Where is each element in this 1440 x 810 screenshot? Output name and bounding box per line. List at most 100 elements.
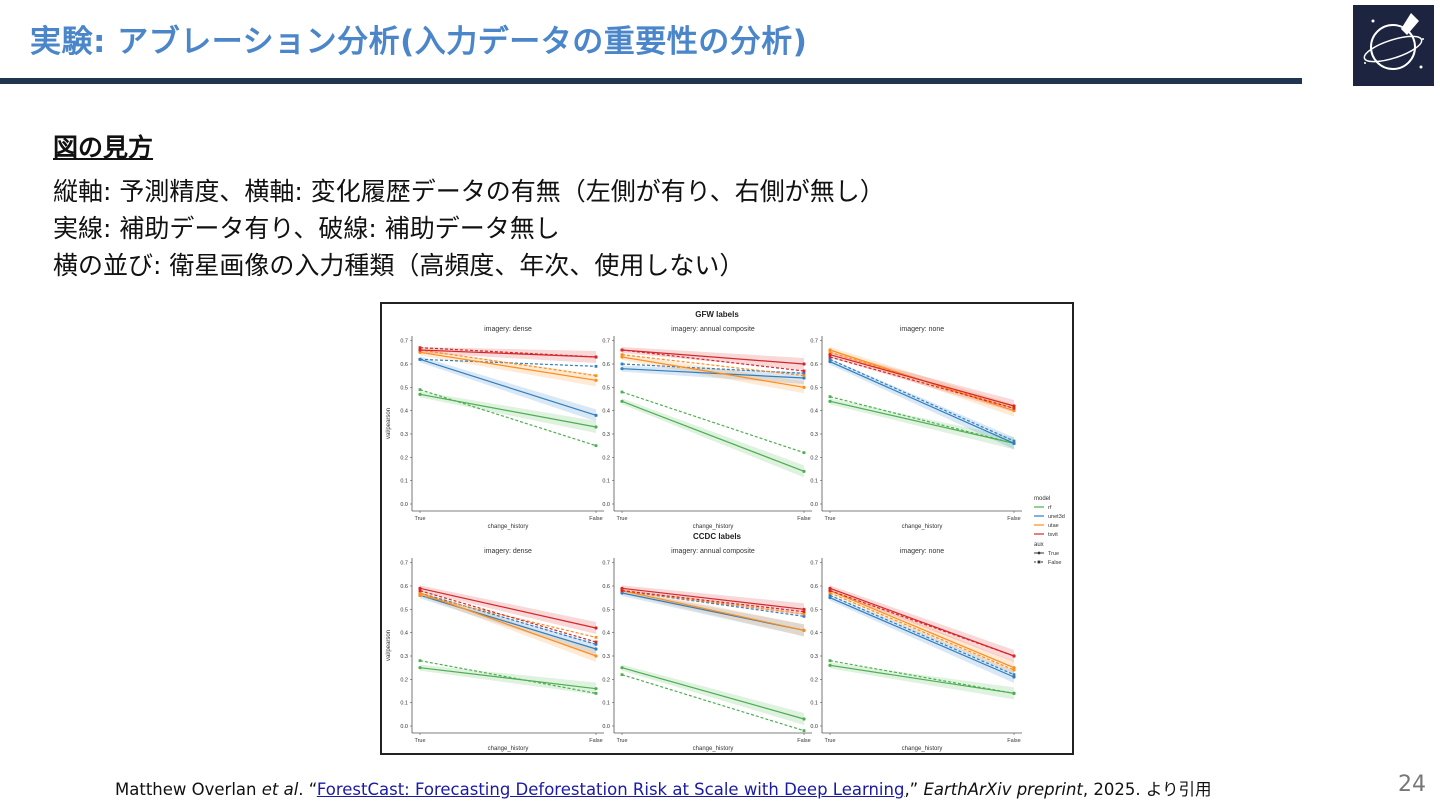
y-tick-label: 0.6 (810, 362, 818, 368)
point-rf (802, 729, 806, 733)
x-tick-label: True (616, 516, 627, 522)
legend-label-rf: rf (1048, 505, 1052, 511)
series-line-rf-aux-true (829, 664, 1015, 694)
y-tick-label: 0.6 (400, 362, 408, 368)
series-line-unet3d-aux-false (419, 592, 597, 645)
panel-title: imagery: annual composite (671, 548, 755, 555)
point-rf (418, 659, 422, 663)
y-tick-label: 0.5 (602, 607, 610, 613)
point-rf (828, 663, 832, 667)
y-tick-label: 0.1 (810, 479, 818, 485)
point-tsvit (828, 355, 832, 359)
y-tick-label: 0.5 (810, 607, 818, 613)
y-tick-label: 0.6 (810, 584, 818, 590)
point-unet3d (1012, 441, 1016, 445)
y-tick-label: 0.5 (810, 385, 818, 391)
x-tick-label: True (414, 516, 425, 522)
panel-title: imagery: annual composite (671, 326, 755, 333)
series-line-tsvit-aux-false (829, 356, 1015, 409)
point-tsvit (828, 586, 832, 590)
point-tsvit (594, 640, 598, 644)
point-rf (802, 451, 806, 455)
point-utae (828, 350, 832, 354)
point-rf (620, 390, 624, 394)
y-tick-label: 0.3 (400, 654, 408, 660)
series-line-rf-aux-false (829, 396, 1015, 444)
y-tick-label: 0.0 (400, 724, 408, 730)
citation-tail: , 2025. より引用 (1082, 780, 1212, 799)
y-tick-label: 0.2 (400, 677, 408, 683)
legend-model-title: model (1034, 496, 1050, 502)
ci-band-rf (420, 391, 596, 433)
point-utae (802, 612, 806, 616)
citation-journal: EarthArXiv preprint (923, 780, 1083, 799)
point-unet3d (1012, 439, 1016, 443)
x-axis-label: change_history (488, 524, 529, 530)
point-unet3d (594, 413, 598, 417)
point-utae (828, 591, 832, 595)
point-unet3d (620, 367, 624, 371)
point-unet3d (594, 364, 598, 368)
y-tick-label: 0.5 (602, 385, 610, 391)
point-rf (828, 659, 832, 663)
point-utae (620, 355, 624, 359)
point-utae (594, 378, 598, 382)
point-tsvit (418, 348, 422, 352)
point-unet3d (1012, 673, 1016, 677)
series-line-unet3d-aux-false (829, 594, 1015, 676)
x-tick-label: False (589, 738, 602, 744)
ci-band-rf (830, 398, 1014, 450)
series-line-tsvit-aux-false (621, 349, 805, 372)
point-tsvit (620, 348, 624, 352)
point-tsvit (620, 589, 624, 593)
y-tick-label: 0.6 (602, 584, 610, 590)
point-rf (802, 717, 806, 721)
panel-title: imagery: dense (484, 548, 532, 555)
point-utae (594, 654, 598, 658)
ci-band-tsvit (830, 351, 1014, 412)
point-unet3d (802, 614, 806, 618)
point-unet3d (828, 596, 832, 600)
x-tick-label: False (589, 516, 602, 522)
y-tick-label: 0.2 (602, 455, 610, 461)
point-rf (802, 469, 806, 473)
ci-band-unet3d (420, 356, 596, 422)
point-tsvit (594, 355, 598, 359)
citation-sep: . “ (298, 780, 317, 799)
y-tick-label: 0.2 (400, 455, 408, 461)
point-utae (802, 628, 806, 632)
series-line-utae-aux-true (621, 356, 805, 388)
series-line-tsvit-aux-true (419, 587, 597, 629)
point-tsvit (418, 346, 422, 350)
point-unet3d (828, 593, 832, 597)
description-line-linestyle: 実線: 補助データ有り、破線: 補助データ無し (53, 214, 560, 243)
series-line-tsvit-aux-true (621, 349, 805, 365)
citation-paper-link[interactable]: ForestCast: Forecasting Deforestation Ri… (316, 780, 905, 799)
chart-title: CCDC labels (693, 532, 742, 541)
point-tsvit (1012, 404, 1016, 408)
x-tick-label: False (797, 516, 810, 522)
ci-band-rf (420, 664, 596, 695)
legend-label-utae: utae (1048, 523, 1059, 529)
series-line-rf-aux-false (621, 391, 805, 454)
series-line-unet3d-aux-true (419, 594, 597, 650)
y-tick-label: 0.4 (400, 631, 408, 637)
ci-band-unet3d (420, 592, 596, 655)
point-unet3d (802, 371, 806, 375)
point-rf (594, 444, 598, 448)
ci-band-utae (830, 347, 1014, 417)
y-axis-label: val/pearson (386, 630, 392, 661)
point-rf (828, 395, 832, 399)
x-axis-label: change_history (693, 524, 734, 530)
point-tsvit (418, 589, 422, 593)
legend-heading: 図の見方 (53, 133, 154, 162)
x-tick-label: True (824, 516, 835, 522)
title-underline (0, 78, 1302, 84)
y-tick-label: 0.0 (602, 502, 610, 508)
point-tsvit (594, 626, 598, 630)
ci-band-unet3d (830, 358, 1014, 450)
x-tick-label: True (616, 738, 627, 744)
point-tsvit (802, 610, 806, 614)
series-line-unet3d-aux-true (829, 361, 1015, 444)
series-line-unet3d-aux-true (829, 597, 1015, 678)
